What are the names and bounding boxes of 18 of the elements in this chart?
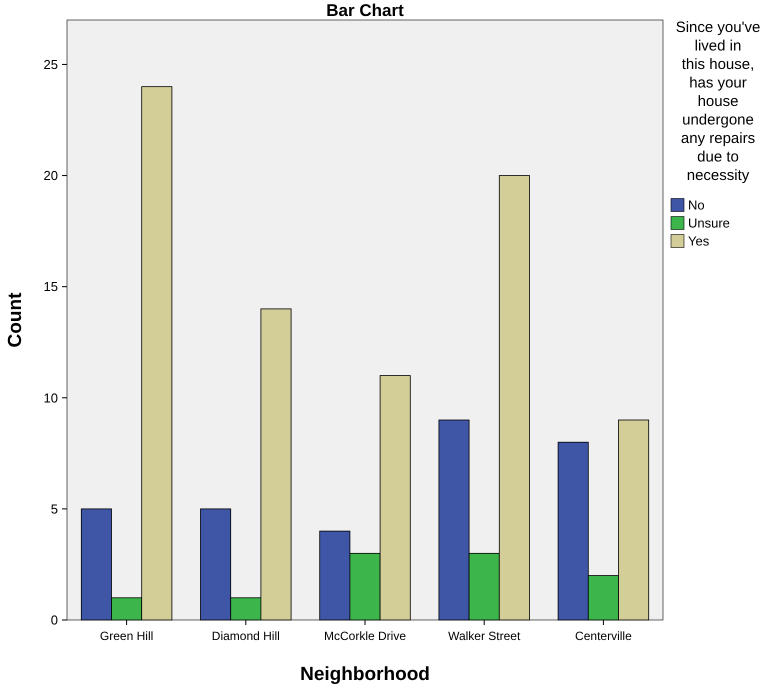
y-tick-label: 5 — [50, 501, 58, 516]
y-tick-label: 20 — [44, 168, 58, 184]
x-tick-label: Green Hill — [100, 629, 154, 643]
chart-title: Bar Chart — [326, 1, 404, 20]
y-tick-label: 0 — [50, 612, 58, 628]
x-axis-title: Neighborhood — [300, 664, 430, 685]
y-axis-title: Count — [5, 292, 26, 348]
x-tick-label: Walker Street — [448, 629, 521, 643]
y-tick-label: 25 — [44, 56, 58, 72]
legend-label: Unsure — [688, 216, 730, 230]
y-tick-label: 15 — [44, 279, 58, 294]
y-tick-label: 10 — [44, 390, 58, 406]
x-tick-label: McCorkle Drive — [324, 629, 406, 643]
legend-label: No — [688, 198, 705, 212]
text: Since you've lived in this house, has your house undergone any repairs due to necessity — [676, 19, 760, 184]
legend-label: Yes — [688, 234, 710, 248]
x-tick-label: Diamond Hill — [212, 629, 280, 643]
x-tick-label: Centerville — [575, 629, 632, 643]
